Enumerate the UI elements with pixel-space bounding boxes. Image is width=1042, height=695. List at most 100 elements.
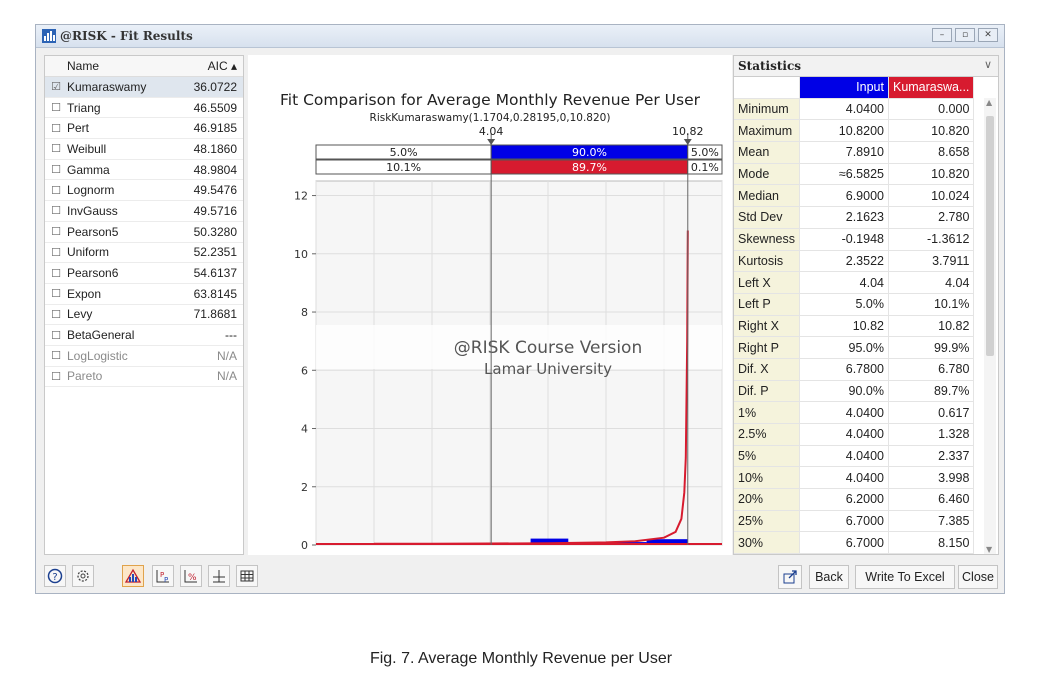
difference-graph-button[interactable] (208, 565, 230, 587)
y-tick-label: 6 (301, 364, 308, 377)
stat-fit-value: -1.3612 (888, 228, 975, 251)
chevron-down-icon[interactable]: ∨ (983, 58, 992, 71)
input-right-band (687, 144, 723, 160)
fit-list-row[interactable]: ☐ BetaGeneral --- (45, 325, 243, 346)
export-button[interactable] (778, 565, 802, 589)
fit-checkbox[interactable]: ☐ (51, 163, 61, 177)
stat-input-value: -0.1948 (799, 228, 889, 251)
close-window-button[interactable]: ✕ (978, 28, 998, 42)
fit-list-row[interactable]: ☐ Uniform 52.2351 (45, 243, 243, 264)
statistics-table: Input Kumaraswa... Minimum 4.0400 0.000 Max… (734, 77, 975, 554)
fit-checkbox[interactable]: ☐ (51, 121, 61, 135)
fit-checkbox[interactable]: ☐ (51, 369, 61, 383)
fit-list-row[interactable]: ☑ Kumaraswamy 36.0722 (45, 77, 243, 98)
table-view-button[interactable] (236, 565, 258, 587)
fit-checkbox[interactable]: ☐ (51, 287, 61, 301)
fit-list-row[interactable]: ☐ InvGauss 49.5716 (45, 201, 243, 222)
fit-checkbox[interactable]: ☐ (51, 245, 61, 259)
fit-checkbox[interactable]: ☐ (51, 225, 61, 239)
y-tick-label: 0 (301, 539, 308, 552)
stat-input-value: 6.7800 (799, 358, 889, 381)
stat-label: Dif. P (734, 380, 800, 403)
stat-input-value: 2.1623 (799, 206, 889, 229)
fit-list-row[interactable]: ☐ Pareto N/A (45, 367, 243, 388)
write-to-excel-button[interactable]: Write To Excel (855, 565, 955, 589)
settings-button[interactable] (72, 565, 94, 587)
input-histogram-bar (646, 539, 688, 545)
stat-fit-value: 7.385 (888, 510, 975, 533)
scroll-up-icon[interactable]: ▲ (986, 98, 993, 107)
stat-input-value: ≈6.5825 (799, 163, 889, 186)
statistics-row: Mode ≈6.5825 10.820 (734, 163, 975, 186)
fit-aic: N/A (216, 348, 237, 363)
help-button[interactable]: ? (44, 565, 66, 587)
input-histogram-bar (530, 538, 569, 545)
fit-aic: 49.5476 (193, 183, 237, 198)
close-button[interactable]: Close (958, 565, 998, 589)
fit-list-row[interactable]: ☐ Lognorm 49.5476 (45, 180, 243, 202)
statistics-panel: Statistics ∨ Input Kumaraswa... Minimum 4… (733, 55, 999, 555)
stat-label: Mean (734, 141, 800, 164)
stat-fit-value: 10.1% (888, 293, 975, 316)
maximize-button[interactable]: ▫ (955, 28, 975, 42)
fit-checkbox[interactable]: ☐ (51, 349, 61, 363)
stat-input-value: 6.7000 (799, 510, 889, 533)
fit-checkbox[interactable]: ☐ (51, 307, 61, 321)
fit-checkbox[interactable]: ☐ (51, 101, 61, 115)
fit-checkbox[interactable]: ☐ (51, 266, 61, 280)
fit-checkbox[interactable]: ☐ (51, 183, 61, 197)
stat-fit-value: 10.024 (888, 184, 975, 208)
back-button[interactable]: Back (809, 565, 849, 589)
fit-list-row[interactable]: ☐ Weibull 48.1860 (45, 139, 243, 160)
statistics-row: Dif. X 6.7800 6.780 (734, 358, 975, 381)
stat-input-value: 7.8910 (799, 141, 889, 164)
fit-list-header: Name AIC ▴ (45, 56, 243, 77)
fit-name: Gamma (67, 162, 110, 177)
fit-name: Pert (67, 121, 90, 136)
stat-fit-value: 6.780 (888, 358, 975, 381)
statistics-row: Std Dev 2.1623 2.780 (734, 206, 975, 229)
column-header-name[interactable]: Name (67, 59, 100, 73)
fit-aic: --- (225, 328, 237, 343)
stat-input-value: 6.7000 (799, 531, 889, 554)
fit-list-row[interactable]: ☐ Expon 63.8145 (45, 284, 243, 305)
column-fit: Kumaraswa... (888, 77, 975, 99)
fit-list-row[interactable]: ☐ Triang 46.5509 (45, 98, 243, 119)
stat-fit-value: 2.780 (888, 206, 975, 229)
column-header-aic[interactable]: AIC ▴ (207, 59, 237, 73)
stat-label: 1% (734, 401, 800, 424)
fit-aic: 71.8681 (193, 307, 237, 322)
fit-checkbox[interactable]: ☐ (51, 328, 61, 342)
help-icon: ? (47, 568, 63, 584)
stat-label: Right X (734, 315, 800, 338)
stat-fit-value: 0.617 (888, 401, 975, 424)
svg-text:%: % (188, 573, 197, 583)
pp-plot-icon: PP (156, 570, 169, 584)
fit-list-row[interactable]: ☐ Gamma 48.9804 (45, 160, 243, 181)
density-graph-button[interactable] (122, 565, 144, 587)
y-tick-label: 10 (294, 248, 308, 261)
fit-list-row[interactable]: ☐ LogLogistic N/A (45, 346, 243, 367)
stat-label: 30% (734, 531, 800, 554)
fit-checkbox[interactable]: ☑ (51, 80, 61, 94)
fit-list-row[interactable]: ☐ Pearson6 54.6137 (45, 263, 243, 284)
stat-fit-value: 0.000 (888, 98, 975, 121)
stat-fit-value: 8.779 (888, 553, 975, 554)
fit-aic: 50.3280 (193, 224, 237, 239)
fit-checkbox[interactable]: ☐ (51, 204, 61, 218)
fit-checkbox[interactable]: ☐ (51, 142, 61, 156)
fit-list-row[interactable]: ☐ Pearson5 50.3280 (45, 222, 243, 243)
stat-input-value: 6.2000 (799, 488, 889, 511)
qq-graph-button[interactable]: % (180, 565, 202, 587)
fit-list-row[interactable]: ☐ Levy 71.8681 (45, 305, 243, 326)
scroll-down-icon[interactable]: ▼ (986, 545, 993, 554)
fit-name: Levy (67, 307, 93, 322)
fit-list-row[interactable]: ☐ Pert 46.9185 (45, 118, 243, 140)
y-tick-label: 8 (301, 306, 308, 319)
statistics-scrollbar[interactable]: ▲ ▼ (984, 98, 996, 554)
stat-label: Std Dev (734, 206, 800, 229)
minimize-button[interactable]: – (932, 28, 952, 42)
scrollbar-thumb[interactable] (986, 116, 994, 356)
input-left-percent: 5.0% (390, 146, 418, 159)
